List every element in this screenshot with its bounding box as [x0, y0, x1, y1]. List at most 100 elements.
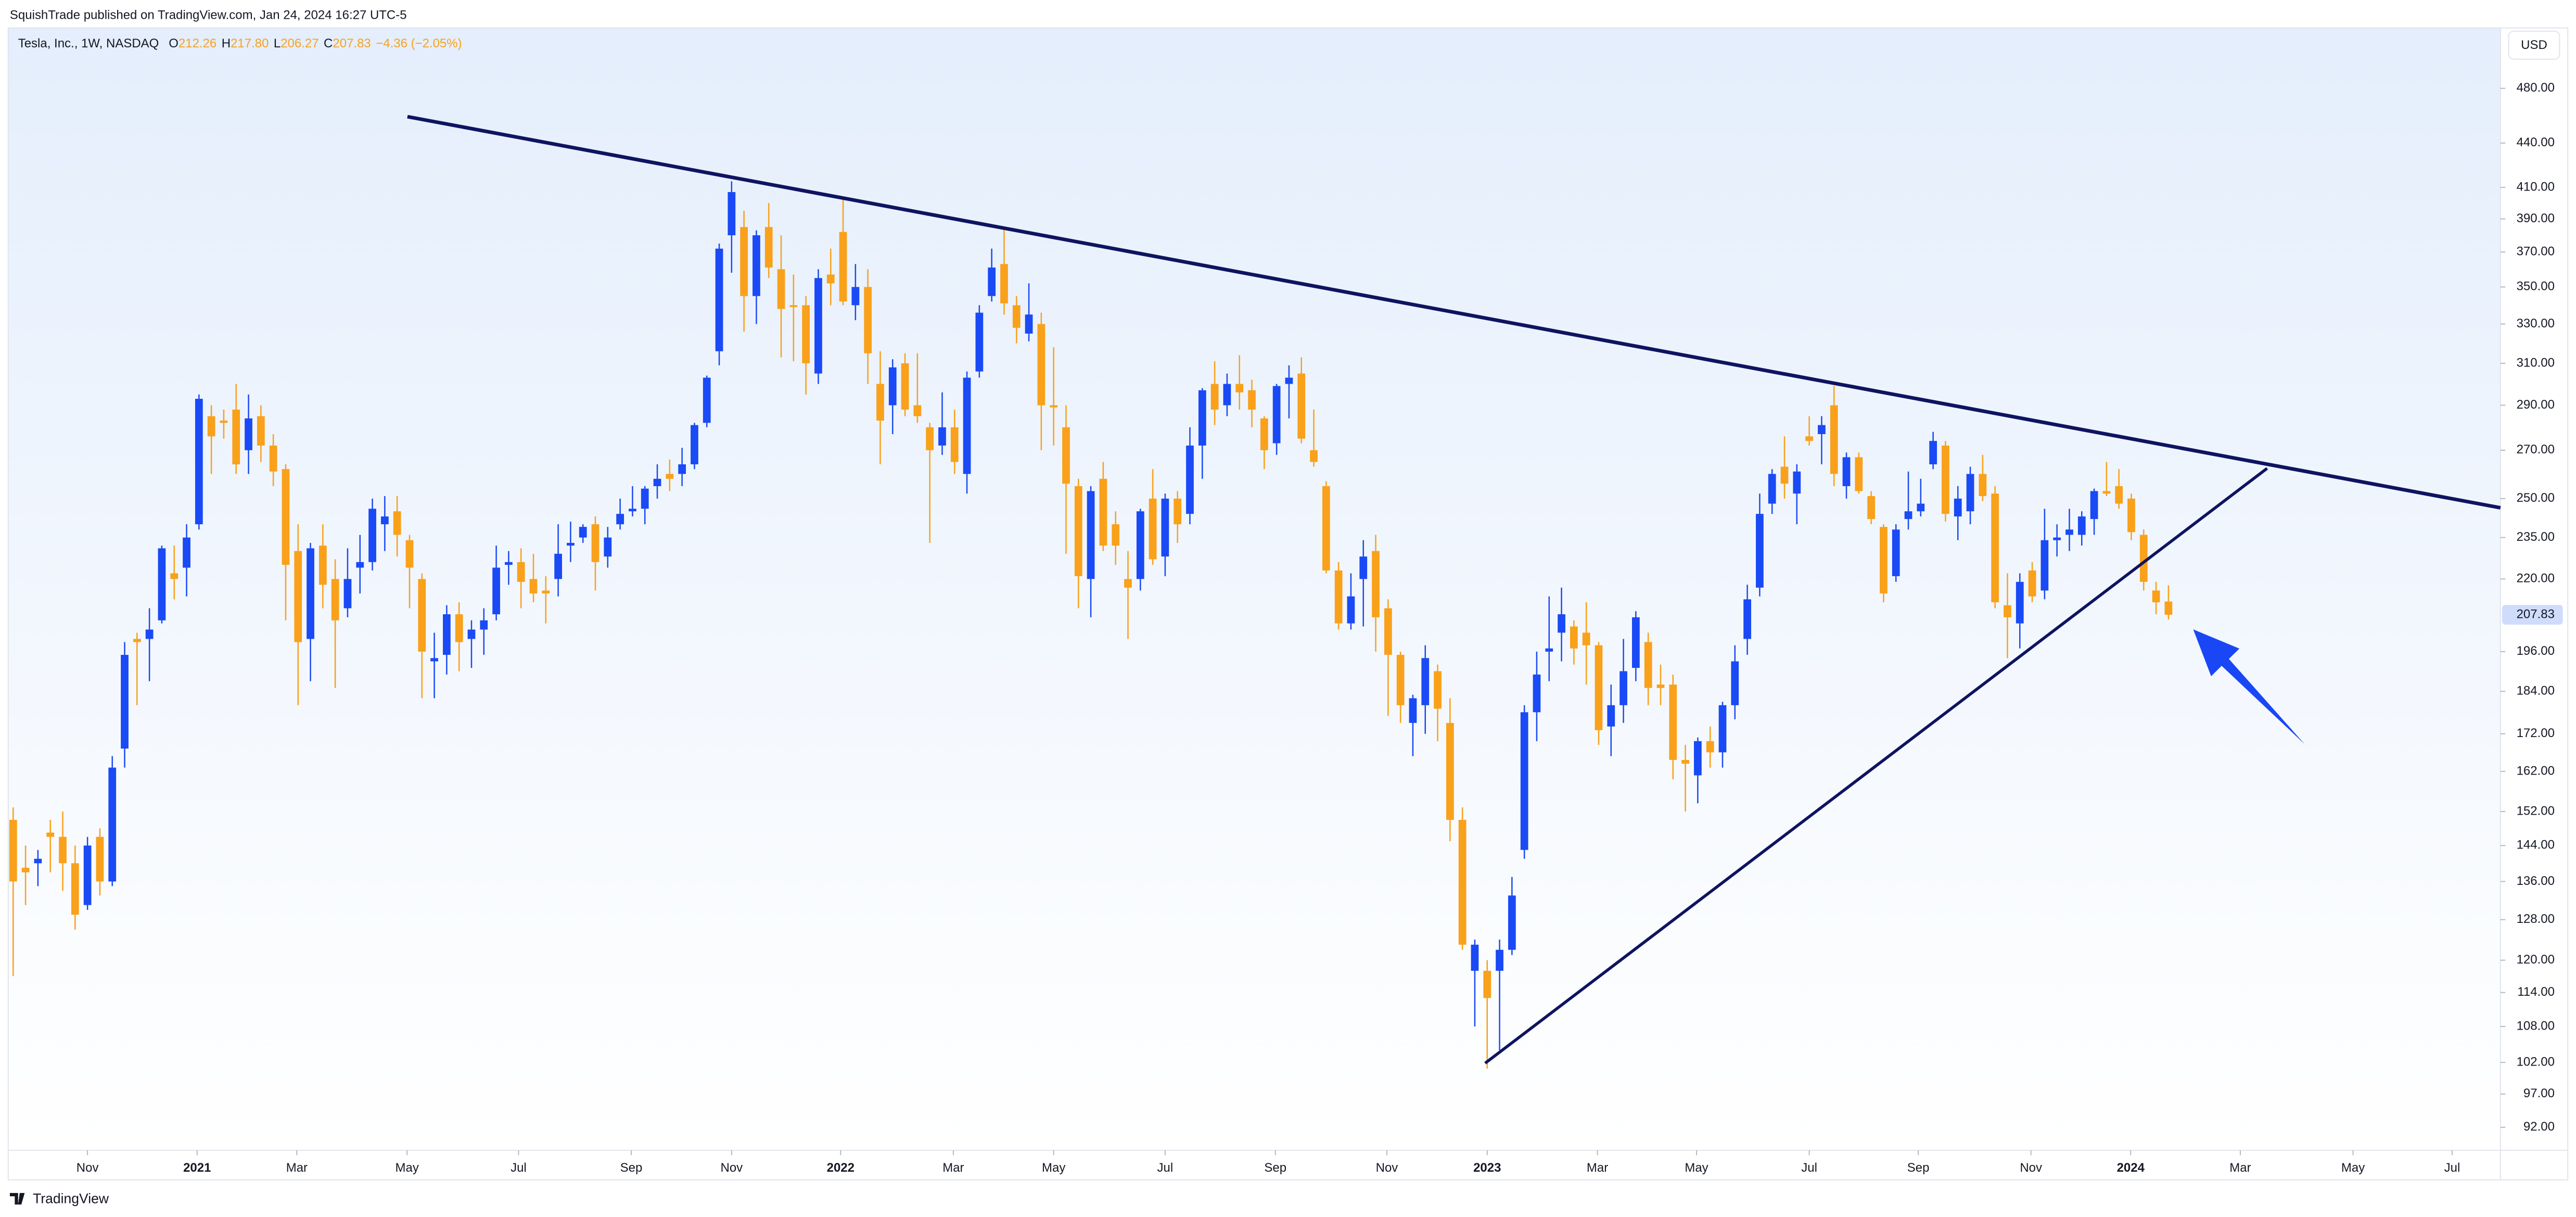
- candle-body: [9, 820, 17, 882]
- candle-body: [1012, 305, 1021, 328]
- candle-body: [331, 579, 339, 620]
- last-price-label: 207.83: [2517, 607, 2555, 621]
- candle-body: [1855, 457, 1863, 491]
- candle-body: [963, 377, 971, 474]
- candle-body: [1471, 944, 1479, 971]
- candle-body: [1000, 264, 1008, 303]
- x-tick-label: 2021: [183, 1161, 211, 1175]
- y-tick-label: 120.00: [2517, 953, 2555, 967]
- candle-body: [901, 363, 909, 410]
- candle-body: [2065, 529, 2073, 535]
- candle-body: [1099, 478, 1107, 546]
- candle-body: [1681, 759, 1689, 764]
- candle-body: [1124, 579, 1132, 588]
- candle-body: [728, 192, 736, 235]
- ohlc-key: L: [274, 37, 280, 51]
- candle-body: [715, 248, 723, 351]
- candle-body: [2077, 516, 2086, 535]
- candle-body: [864, 287, 872, 353]
- candle-body: [1174, 498, 1182, 525]
- candle-body: [975, 312, 984, 372]
- price-scale: [2500, 28, 2568, 1180]
- candle-body: [430, 658, 438, 662]
- candle-body: [34, 858, 42, 864]
- candle-body: [418, 579, 426, 652]
- arrow: [2193, 629, 2305, 745]
- candle-body: [1867, 496, 1876, 519]
- candle-body: [1520, 712, 1528, 850]
- candle-body: [591, 524, 600, 562]
- y-tick-label: 152.00: [2517, 804, 2555, 818]
- candle-body: [1694, 741, 1702, 776]
- candle-body: [2016, 581, 2024, 624]
- candle-body: [950, 427, 959, 462]
- candle-body: [616, 514, 624, 525]
- candle-body: [1743, 599, 1751, 639]
- candle-body: [1706, 741, 1714, 753]
- candle-body: [703, 377, 711, 423]
- candle-body: [405, 540, 414, 568]
- candle-body: [1025, 314, 1033, 334]
- brand-logo: [9, 1193, 25, 1205]
- ohlc: O212.26 H217.80 L206.27 C207.83: [169, 37, 371, 51]
- candle-body: [282, 469, 290, 565]
- candle-body: [1384, 608, 1392, 655]
- candle-body: [653, 478, 661, 486]
- candle-body: [1780, 466, 1789, 484]
- x-tick-label: May: [1042, 1161, 1065, 1175]
- y-tick-label: 108.00: [2517, 1019, 2555, 1033]
- candle-body: [1632, 617, 1640, 668]
- frame: [7, 27, 2569, 1181]
- logo-mark: [9, 1193, 25, 1205]
- candle-body: [641, 488, 649, 509]
- candle-body: [1582, 632, 1590, 645]
- candle-body: [1496, 949, 1503, 971]
- candle-body: [1446, 722, 1454, 820]
- candle-body: [207, 416, 215, 437]
- candle-body: [579, 527, 587, 538]
- x-tick-label: May: [2341, 1161, 2365, 1175]
- candle-body: [691, 425, 698, 465]
- candle-body: [220, 421, 228, 423]
- candle-body: [1050, 405, 1058, 408]
- candle-body: [1595, 645, 1603, 730]
- candle-body: [467, 629, 476, 639]
- candle-body: [480, 620, 488, 630]
- candle-body: [46, 832, 55, 837]
- candle-body: [356, 562, 364, 568]
- candle-body: [257, 416, 265, 446]
- candle-body: [1818, 425, 1826, 434]
- candle-body: [1545, 648, 1553, 652]
- currency-button[interactable]: [2508, 31, 2560, 60]
- candle-body: [2041, 540, 2049, 591]
- candle-body: [2152, 590, 2160, 603]
- candle-body: [740, 227, 748, 296]
- candle-body: [1508, 895, 1516, 950]
- candle-body: [1793, 471, 1801, 494]
- x-tick-label: Nov: [76, 1161, 99, 1175]
- candle-body: [1285, 377, 1293, 384]
- candle-body: [145, 629, 154, 639]
- ohlc-key: H: [222, 37, 231, 51]
- candle-body: [1359, 556, 1368, 579]
- candle-body: [1929, 441, 1937, 465]
- y-tick-label: 480.00: [2517, 81, 2555, 95]
- x-tick-label: May: [396, 1161, 419, 1175]
- candle-body: [2115, 486, 2123, 504]
- candle-body: [1223, 384, 1231, 405]
- y-tick-label: 370.00: [2517, 245, 2555, 259]
- candle-body: [814, 278, 822, 374]
- ohlc-key: O: [169, 37, 178, 51]
- candle-body: [1558, 614, 1565, 633]
- x-tick-label: 2022: [827, 1161, 855, 1175]
- x-tick-label: Jul: [2444, 1161, 2460, 1175]
- legend: Tesla, Inc., 1W, NASDAQ O212.26 H217.80 L20…: [18, 37, 462, 51]
- candle-body: [1235, 384, 1244, 392]
- candle-body: [529, 579, 538, 594]
- y-tick-label: 290.00: [2517, 398, 2555, 412]
- candle-body: [1954, 498, 1962, 517]
- candle-body: [764, 227, 773, 268]
- y-tick-label: 162.00: [2517, 764, 2555, 778]
- candle-body: [888, 367, 897, 405]
- currency[interactable]: USD: [2521, 38, 2547, 52]
